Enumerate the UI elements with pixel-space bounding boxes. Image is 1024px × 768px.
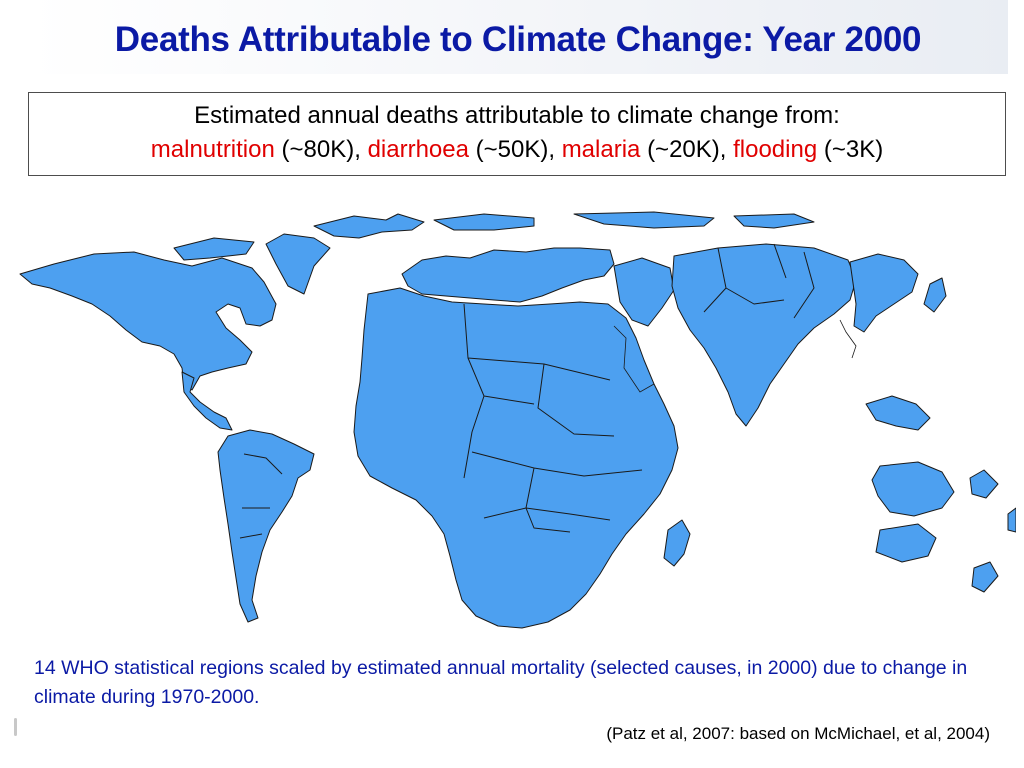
citation: (Patz et al, 2007: based on McMichael, e… xyxy=(606,724,990,743)
cause-value: (~80K) xyxy=(281,136,355,163)
new-zealand-region xyxy=(971,561,999,593)
cause-value: (~20K) xyxy=(647,136,720,163)
southeast-asia-region xyxy=(1007,507,1016,533)
southeast-asia-region xyxy=(969,469,999,499)
africa-border xyxy=(463,303,643,533)
east-asia-region xyxy=(849,253,919,333)
cause-name: malnutrition xyxy=(150,136,275,163)
arctic-islands-region xyxy=(733,213,815,229)
summary-intro: Estimated annual deaths attributable to … xyxy=(194,102,840,129)
southeast-asia-region xyxy=(865,395,931,431)
title-bar: Deaths Attributable to Climate Change: Y… xyxy=(28,0,1008,74)
greenland-region xyxy=(265,233,331,295)
asia-border xyxy=(703,243,815,319)
europe-region xyxy=(401,247,615,303)
south-america-border xyxy=(239,453,283,539)
cause-name: flooding xyxy=(733,136,818,163)
arctic-islands-region xyxy=(173,237,255,261)
cause-name: diarrhoea xyxy=(367,136,469,163)
madagascar-region xyxy=(663,519,691,567)
mexico-region xyxy=(181,371,233,431)
southeast-asia-region xyxy=(871,461,955,517)
south-america-region xyxy=(217,429,315,623)
summary-box: Estimated annual deaths attributable to … xyxy=(28,92,1006,176)
africa-region xyxy=(353,287,679,629)
cartogram-map xyxy=(19,211,1016,629)
summary-causes: malnutrition (~80K), diarrhoea (~50K), m… xyxy=(29,133,1005,167)
cause-value: (~3K) xyxy=(823,136,884,163)
cause-separator: , xyxy=(548,136,562,163)
north-america-region xyxy=(19,251,277,391)
cause-separator: , xyxy=(719,136,734,163)
south-asia-region xyxy=(671,243,857,427)
coast-detail xyxy=(839,319,857,359)
map-caption: 14 WHO statistical regions scaled by est… xyxy=(34,657,968,708)
middle-east-region xyxy=(613,257,675,327)
arctic-islands-region xyxy=(433,213,535,231)
japan-region xyxy=(923,277,947,313)
slide-title: Deaths Attributable to Climate Change: Y… xyxy=(114,20,922,59)
australia-region xyxy=(875,523,937,563)
red-sea-coast xyxy=(613,325,655,393)
cause-separator: , xyxy=(354,136,368,163)
cause-value: (~50K) xyxy=(475,136,549,163)
slide-edge-mark xyxy=(14,718,17,736)
cause-name: malaria xyxy=(561,136,641,163)
arctic-islands-region xyxy=(573,211,715,229)
arctic-islands-region xyxy=(313,213,425,239)
